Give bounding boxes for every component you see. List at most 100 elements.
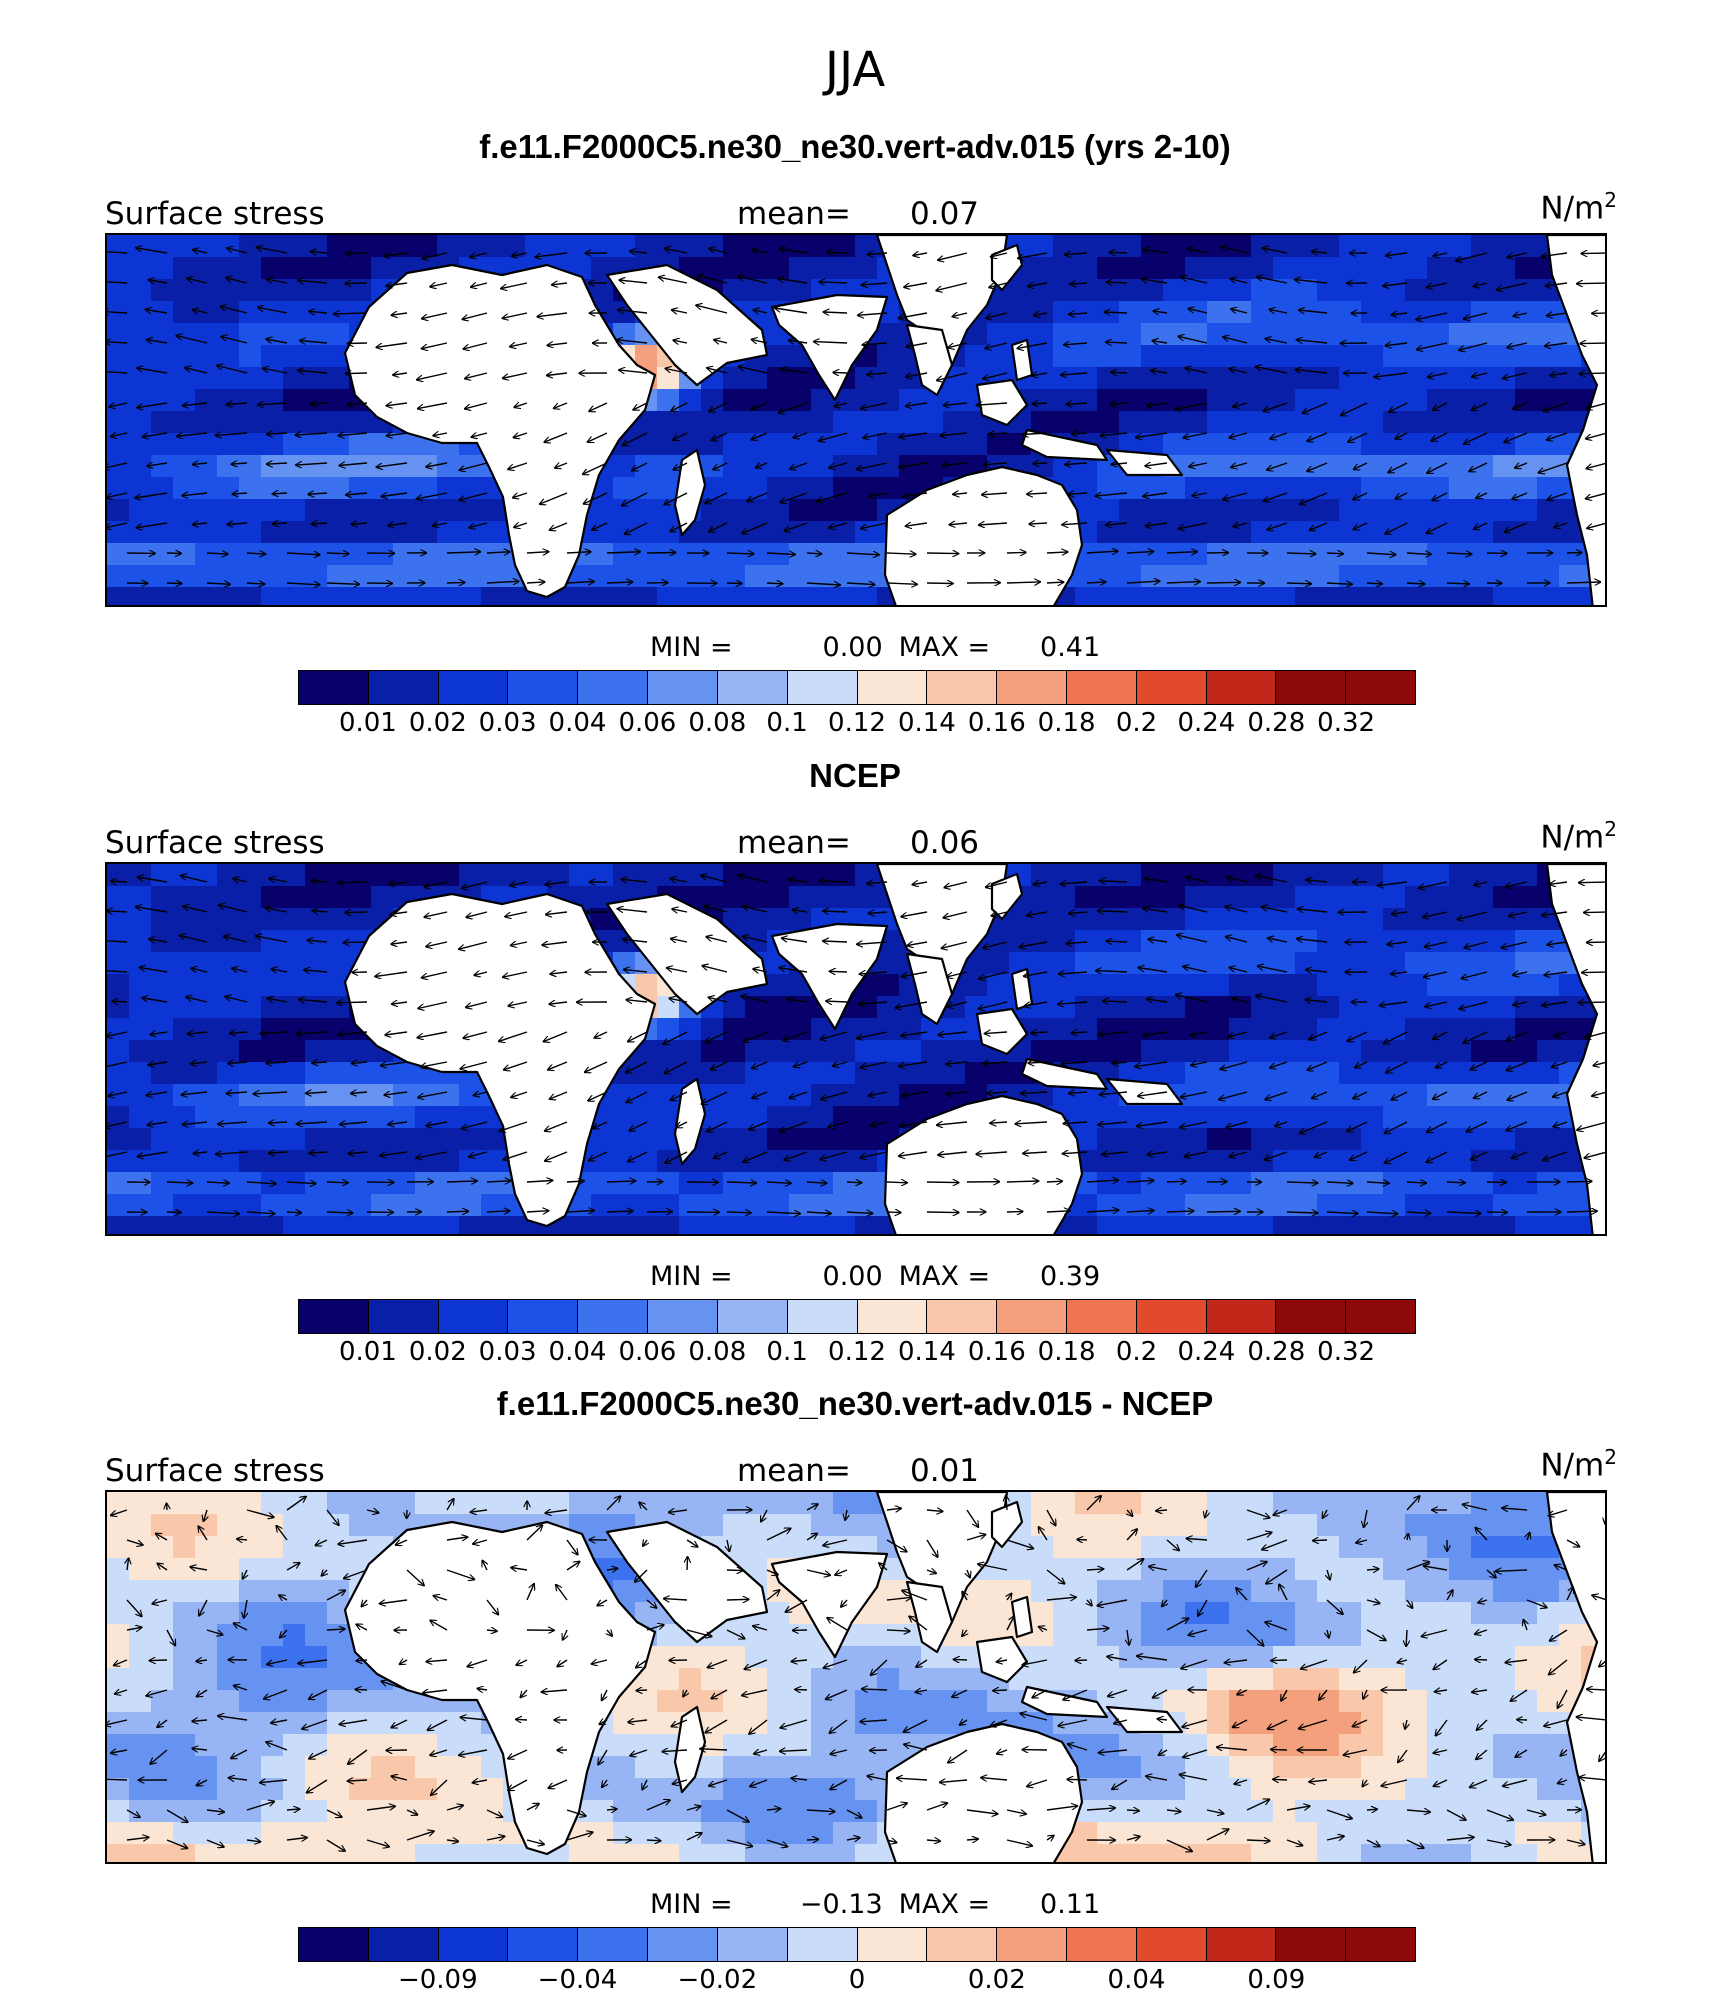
colorbar-tick-label: 0.2 bbox=[1115, 1337, 1158, 1367]
colorbar-tick-label: 0.12 bbox=[828, 708, 886, 738]
variable-label: Surface stress bbox=[105, 825, 325, 861]
colorbar-segment bbox=[1346, 1928, 1415, 1961]
colorbar-tick-label: 0.28 bbox=[1247, 708, 1306, 738]
map-frame bbox=[105, 1490, 1607, 1864]
units-base: N/m bbox=[1540, 190, 1605, 227]
colorbar-segment bbox=[857, 1300, 928, 1333]
min-max-readout: MIN = −0.13 MAX = 0.11 bbox=[650, 1889, 1100, 1920]
colorbar-tick-label: 0.28 bbox=[1247, 1337, 1306, 1367]
colorbar-tick-label: 0.14 bbox=[897, 1337, 956, 1367]
colorbar-segment bbox=[717, 1928, 788, 1961]
colorbar-segment bbox=[1136, 1928, 1207, 1961]
colorbar-segment bbox=[787, 671, 858, 704]
colorbar-tick-label: 0.18 bbox=[1037, 1337, 1096, 1367]
colorbar-tick-label: 0.1 bbox=[766, 1337, 808, 1367]
colorbar-tick-label: 0.1 bbox=[766, 708, 808, 738]
min-label: MIN = bbox=[650, 1261, 733, 1292]
min-value: 0.00 bbox=[822, 1261, 883, 1292]
colorbar-tick-label: 0.14 bbox=[897, 708, 956, 738]
colorbar bbox=[298, 1927, 1416, 1962]
colorbar-tick-label: 0.01 bbox=[338, 1337, 397, 1367]
colorbar-segment bbox=[368, 1928, 439, 1961]
colorbar-segment bbox=[717, 1300, 788, 1333]
colorbar-segment bbox=[578, 1928, 649, 1961]
wind-stress-vectors bbox=[107, 247, 1605, 586]
min-value: −0.13 bbox=[799, 1889, 883, 1920]
colorbar-tick-label: −0.04 bbox=[537, 1965, 618, 1995]
colorbar-segment bbox=[997, 671, 1067, 704]
colorbar-segment bbox=[438, 1928, 509, 1961]
colorbar-tick-label: 0.03 bbox=[478, 708, 537, 738]
colorbar-segment bbox=[368, 1300, 439, 1333]
colorbar-segment bbox=[1136, 671, 1207, 704]
mean-label: mean= bbox=[737, 1453, 851, 1489]
colorbar-tick-label: 0.12 bbox=[828, 1337, 886, 1367]
colorbar-tick-label: 0.32 bbox=[1317, 708, 1376, 738]
colorbar-segment bbox=[1346, 1300, 1415, 1333]
colorbar-tick-label: 0.04 bbox=[1107, 1965, 1166, 1995]
panel-title: f.e11.F2000C5.ne30_ne30.vert-adv.015 (yr… bbox=[479, 128, 1231, 165]
stress-field-shading bbox=[107, 864, 1605, 1234]
units-exponent: 2 bbox=[1604, 188, 1617, 212]
max-label: MAX = bbox=[898, 1889, 991, 1920]
mean-value: 0.07 bbox=[910, 196, 980, 232]
stress-map-plot bbox=[107, 235, 1605, 605]
colorbar-tick-label: 0.06 bbox=[618, 1337, 677, 1367]
colorbar-segment bbox=[1066, 1928, 1137, 1961]
units-label: N/m2 bbox=[1540, 1445, 1617, 1483]
colorbar-segment bbox=[299, 1928, 369, 1961]
colorbar-tick-label: 0.04 bbox=[548, 1337, 607, 1367]
colorbar-segment bbox=[787, 1300, 858, 1333]
colorbar-tick-label: 0.01 bbox=[338, 708, 397, 738]
colorbar-tick-label: 0.24 bbox=[1177, 1337, 1236, 1367]
units-exponent: 2 bbox=[1604, 1445, 1617, 1469]
units-exponent: 2 bbox=[1604, 817, 1617, 841]
wind-stress-vectors bbox=[107, 1495, 1605, 1851]
map-frame bbox=[105, 233, 1607, 607]
max-label: MAX = bbox=[898, 632, 991, 663]
colorbar-tick-label: 0.08 bbox=[688, 1337, 747, 1367]
colorbar-tick-label: −0.09 bbox=[397, 1965, 478, 1995]
units-label: N/m2 bbox=[1540, 817, 1617, 855]
colorbar-tick-label: 0.02 bbox=[408, 708, 467, 738]
units-base: N/m bbox=[1540, 819, 1605, 856]
colorbar-segment bbox=[508, 1928, 579, 1961]
mean-label: mean= bbox=[737, 196, 851, 232]
colorbar-segment bbox=[299, 1300, 369, 1333]
colorbar-segment bbox=[1136, 1300, 1207, 1333]
colorbar-tick-label: 0 bbox=[848, 1965, 866, 1995]
colorbar bbox=[298, 670, 1416, 705]
colorbar-segment bbox=[717, 671, 788, 704]
stress-field-shading bbox=[107, 1492, 1605, 1862]
colorbar-segment bbox=[1276, 671, 1347, 704]
colorbar-segment bbox=[578, 1300, 649, 1333]
colorbar-segment bbox=[997, 1928, 1067, 1961]
colorbar-segment bbox=[508, 671, 579, 704]
variable-label: Surface stress bbox=[105, 1453, 325, 1489]
colorbar-tick-label: 0.09 bbox=[1247, 1965, 1306, 1995]
colorbar-segment bbox=[438, 671, 509, 704]
colorbar-tick-label: 0.04 bbox=[548, 708, 607, 738]
colorbar-segment bbox=[1276, 1928, 1347, 1961]
colorbar-segment bbox=[1206, 1300, 1277, 1333]
colorbar-tick-label: 0.08 bbox=[688, 708, 747, 738]
colorbar-segment bbox=[438, 1300, 509, 1333]
colorbar-segment bbox=[787, 1928, 858, 1961]
stress-map-plot bbox=[107, 1492, 1605, 1862]
mean-value: 0.01 bbox=[910, 1453, 980, 1489]
units-base: N/m bbox=[1540, 1447, 1605, 1484]
colorbar-tick-label: 0.18 bbox=[1037, 708, 1096, 738]
min-max-readout: MIN = 0.00 MAX = 0.41 bbox=[650, 632, 1100, 663]
colorbar-segment bbox=[578, 671, 649, 704]
colorbar-tick-label: −0.02 bbox=[677, 1965, 758, 1995]
colorbar-tick-label: 0.02 bbox=[408, 1337, 467, 1367]
colorbar-tick-label: 0.16 bbox=[967, 708, 1026, 738]
units-label: N/m2 bbox=[1540, 188, 1617, 226]
panel-title: NCEP bbox=[809, 757, 901, 794]
max-value: 0.39 bbox=[1040, 1261, 1101, 1292]
colorbar-segment bbox=[997, 1300, 1067, 1333]
colorbar-segment bbox=[1206, 671, 1277, 704]
min-label: MIN = bbox=[650, 1889, 733, 1920]
colorbar-tick-label: 0.2 bbox=[1115, 708, 1158, 738]
colorbar-segment bbox=[648, 1928, 718, 1961]
